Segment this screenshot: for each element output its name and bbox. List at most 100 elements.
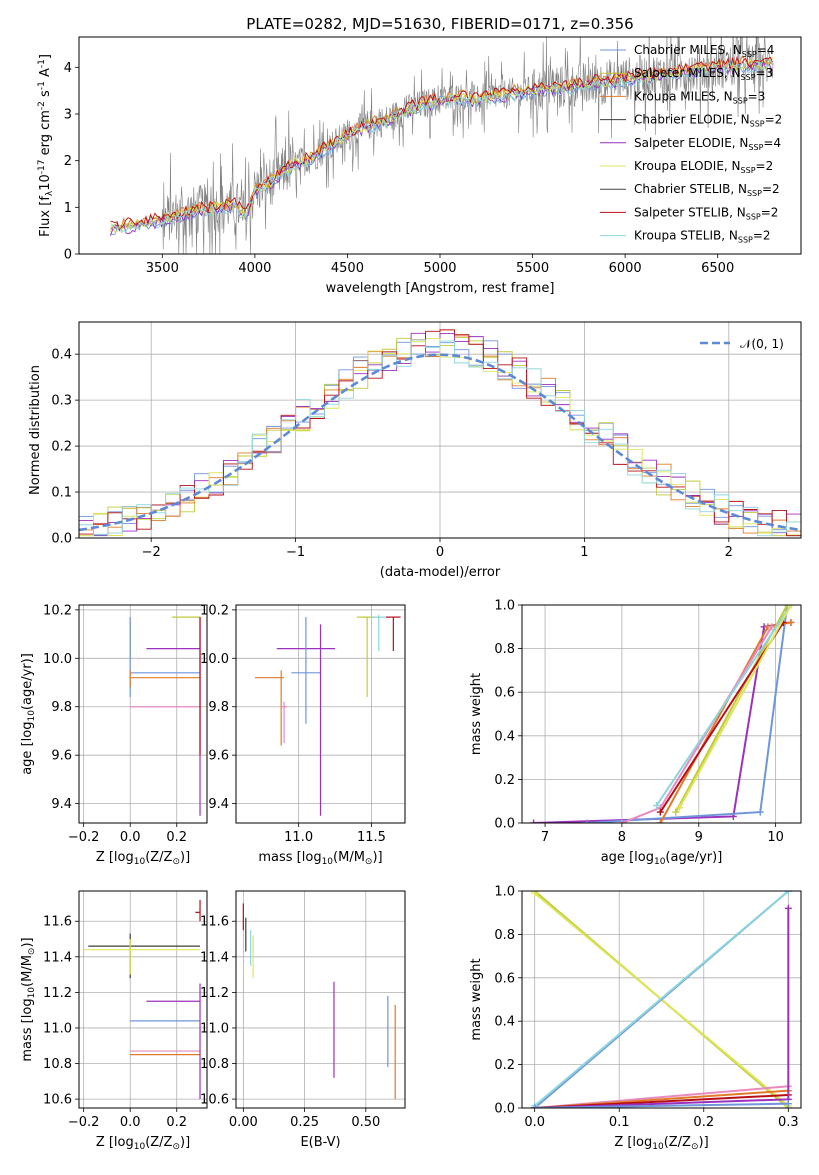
x-tick-label: 7: [541, 830, 549, 845]
legend-label: Chabrier STELIB, NSSP=2: [634, 182, 780, 198]
residuals-frame: [78, 321, 802, 539]
legend-label: Chabrier ELODIE, NSSP=2: [634, 113, 782, 129]
y-tick-label: 0.2: [494, 773, 515, 788]
y-tick-label: 11.4: [43, 950, 72, 965]
age-vs-z-frame: [78, 604, 208, 824]
x-tick-label: 5500: [516, 261, 549, 276]
y-tick-label: 11.6: [200, 915, 229, 930]
legend-label: Salpeter MILES, NSSP=3: [634, 66, 773, 82]
legend-label: Chabrier MILES, NSSP=4: [634, 43, 774, 59]
cumulative-marker: [672, 808, 680, 816]
y-tick-label: 1.0: [494, 885, 515, 900]
x-tick-label: 9: [695, 830, 703, 845]
x-tick-label: 0: [436, 545, 444, 560]
age-vs-z-plot-area: [129, 616, 201, 816]
residual-histogram: [79, 339, 801, 537]
y-tick-label: 9.4: [51, 797, 72, 812]
x-tick-label: 0.0: [524, 1115, 545, 1130]
x-tick-label: 0.50: [351, 1115, 380, 1130]
errorbar-point: [386, 616, 401, 652]
normal-curve: [79, 353, 801, 532]
y-axis-label: mass weight: [469, 673, 484, 755]
residuals-axes: −2 −1 0 1 2 0.0 0.1 0.2 0.3 0.4 (data-model)/error…: [28, 321, 802, 580]
spectrum-frame: [78, 36, 802, 255]
age-vs-mass-plot-area: [254, 614, 401, 816]
y-tick-label: 10.2: [200, 603, 229, 618]
cumulative-marker: [784, 904, 792, 912]
errorbar-point: [195, 899, 201, 922]
legend-entry: Kroupa ELODIE, NSSP=2: [600, 159, 773, 175]
spectrum-axes: 3500 4000 4500 5000 5500 6000 6500 0 1 2 3 4 wavelen…: [37, 36, 802, 296]
errorbar-point: [129, 670, 201, 688]
y-tick-label: 10.2: [43, 603, 72, 618]
y-tick-label: 9.6: [51, 749, 72, 764]
residuals-plot-area: [79, 329, 801, 537]
legend-entry: Salpeter ELODIE, NSSP=4: [600, 136, 781, 152]
cumulative-marker: [656, 808, 664, 816]
x-tick-label: −0.2: [68, 830, 100, 845]
x-axis-label: Z [log10(Z/Z⊙)]: [614, 1135, 708, 1152]
y-tick-label: 11.6: [43, 915, 72, 930]
x-tick-label: 5000: [423, 261, 456, 276]
y-tick-label: 11.4: [200, 950, 229, 965]
x-axis-label: age [log10(age/yr)]: [601, 850, 723, 867]
x-tick-label: 0.0: [120, 830, 141, 845]
cumulative-marker: [583, 819, 591, 823]
cumulative-age-plot-area: [530, 605, 795, 823]
errorbar-point: [356, 616, 379, 698]
x-tick-label: 0.25: [290, 1115, 319, 1130]
legend-entry: Salpeter MILES, NSSP=3: [600, 66, 773, 82]
errorbar-point: [129, 617, 201, 698]
y-tick-label: 10.8: [43, 1057, 72, 1072]
x-tick-label: 8: [618, 830, 626, 845]
legend-label: Salpeter ELODIE, NSSP=4: [634, 136, 781, 152]
x-tick-label: 0.2: [166, 830, 187, 845]
x-tick-label: 10: [767, 830, 784, 845]
x-axis-label: (data-model)/error: [380, 565, 501, 580]
y-tick-label: 10.6: [200, 1093, 229, 1108]
y-tick-label: 0.1: [51, 486, 72, 501]
y-tick-label: 0: [64, 248, 72, 263]
x-axis-label: Z [log10(Z/Z⊙)]: [96, 850, 190, 867]
cumulative-marker: [656, 819, 664, 823]
cumulative-line: [678, 605, 792, 809]
cumulative-line: [534, 1102, 789, 1108]
y-tick-label: 0.4: [494, 1015, 515, 1030]
y-tick-label: 0.6: [494, 971, 515, 986]
age-vs-mass-axes: 11.0 11.5 9.4 9.6 9.8 10.0 10.2 mass [log10(M/M…: [200, 603, 406, 867]
legend-entry: Chabrier STELIB, NSSP=2: [600, 182, 780, 198]
errorbar-point: [371, 614, 389, 652]
y-tick-label: 9.8: [51, 700, 72, 715]
figure-title: PLATE=0282, MJD=51630, FIBERID=0171, z=0…: [246, 15, 633, 33]
legend-label: Kroupa STELIB, NSSP=2: [634, 229, 771, 245]
y-axis-label: mass weight: [469, 958, 484, 1040]
x-tick-label: 4000: [238, 261, 271, 276]
y-tick-label: 0.8: [494, 642, 515, 657]
x-tick-label: 0.2: [693, 1115, 714, 1130]
y-axis-label: Normed distribution: [28, 365, 43, 495]
age-vs-z-axes: −0.2 0.0 0.2 9.4 9.6 9.8 10.0 10.2 Z [log10(Z/Z⊙…: [20, 603, 208, 867]
y-tick-label: 10.0: [200, 652, 229, 667]
x-tick-label: −1: [286, 545, 305, 560]
y-tick-label: 0.0: [494, 817, 515, 832]
mass-vs-ebv-plot-area: [242, 903, 396, 1100]
age-vs-mass-frame: [235, 604, 406, 824]
spectrum-plot-area: [110, 37, 774, 254]
y-tick-label: 9.8: [208, 700, 229, 715]
x-axis-label: E(B-V): [300, 1135, 340, 1150]
y-axis-label: Flux [fλ10-17 erg cm-2 s-1 A-1]: [37, 54, 55, 237]
y-tick-label: 0.4: [51, 348, 72, 363]
model-spectrum-line: [110, 59, 773, 233]
cumulative-z-frame: [521, 890, 802, 1109]
mass-vs-ebv-frame: [235, 890, 406, 1109]
cumulative-line: [534, 908, 790, 1108]
errorbar-point: [254, 670, 285, 746]
legend-entry: Kroupa STELIB, NSSP=2: [600, 229, 771, 245]
cumulative-marker: [618, 819, 626, 823]
x-tick-label: 3500: [146, 261, 179, 276]
y-tick-label: 2: [64, 154, 72, 169]
x-tick-label: −0.2: [68, 1115, 100, 1130]
cumulative-marker: [756, 808, 764, 816]
